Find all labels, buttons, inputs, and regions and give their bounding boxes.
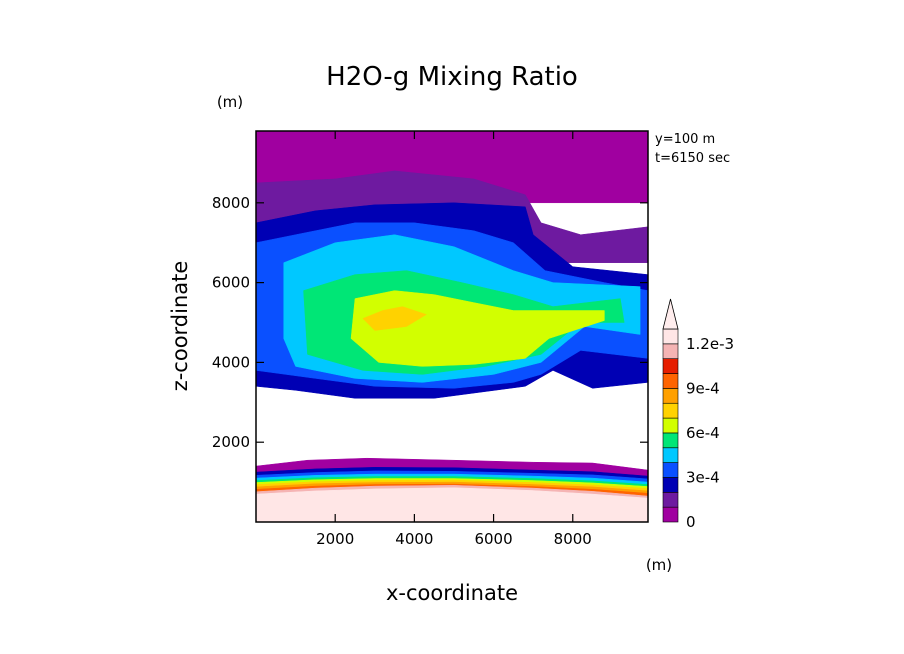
colorbar-swatch-6: [662, 417, 679, 434]
colorbar-swatch-2: [662, 477, 679, 493]
colorbar-tick-label-4: 1.2e-3: [686, 335, 734, 353]
colorbar-swatch-9: [662, 373, 679, 389]
colorbar-tick-label-1: 3e-4: [686, 468, 720, 486]
y-axis-label: z-coordinate: [168, 261, 192, 392]
colorbar-tick-label-2: 6e-4: [686, 424, 720, 442]
chart-title: H2O-g Mixing Ratio: [326, 62, 578, 92]
colorbar-extend-arrow: [662, 298, 679, 330]
x-tick-label-2000: 2000: [316, 530, 354, 548]
colorbar-swatch-0: [662, 506, 679, 523]
x-axis-label: x-coordinate: [386, 581, 518, 605]
annotation-y-position: y=100 m: [655, 132, 715, 147]
y-tick-label-8000: 8000: [212, 194, 250, 212]
contour-field: [256, 131, 648, 522]
colorbar: 0 3e-4 6e-4 9e-4 1.2e-3: [662, 298, 734, 531]
colorbar-swatch-8: [662, 388, 679, 404]
colorbar-swatch-10: [662, 358, 679, 374]
x-axis-ticks: 2000 4000 6000 8000: [316, 131, 592, 548]
colorbar-swatch-1: [662, 492, 679, 508]
colorbar-swatch-4: [662, 447, 679, 463]
colorbar-swatch-3: [662, 462, 679, 478]
colorbar-swatch-5: [662, 432, 679, 449]
colorbar-tick-label-3: 9e-4: [686, 379, 720, 397]
x-tick-label-8000: 8000: [554, 530, 592, 548]
y-tick-label-6000: 6000: [212, 274, 250, 292]
colorbar-swatch-7: [662, 402, 679, 419]
colorbar-swatch-11: [662, 343, 679, 359]
plot-frame: [255, 130, 649, 523]
x-unit-label: (m): [646, 556, 672, 574]
colorbar-swatch-12: [662, 328, 679, 345]
y-axis-ticks: 2000 4000 6000 8000: [212, 194, 648, 451]
contour-level-7-region-7: [362, 306, 427, 331]
colorbar-tick-label-0: 0: [686, 513, 696, 531]
annotation-time: t=6150 sec: [655, 151, 730, 166]
contour-level-6-region-6: [350, 290, 605, 367]
x-tick-label-4000: 4000: [395, 530, 433, 548]
y-unit-label: (m): [217, 93, 243, 111]
contour-level-12-region-18: [256, 487, 648, 522]
y-tick-label-2000: 2000: [212, 433, 250, 451]
y-tick-label-4000: 4000: [212, 353, 250, 371]
x-tick-label-6000: 6000: [474, 530, 512, 548]
